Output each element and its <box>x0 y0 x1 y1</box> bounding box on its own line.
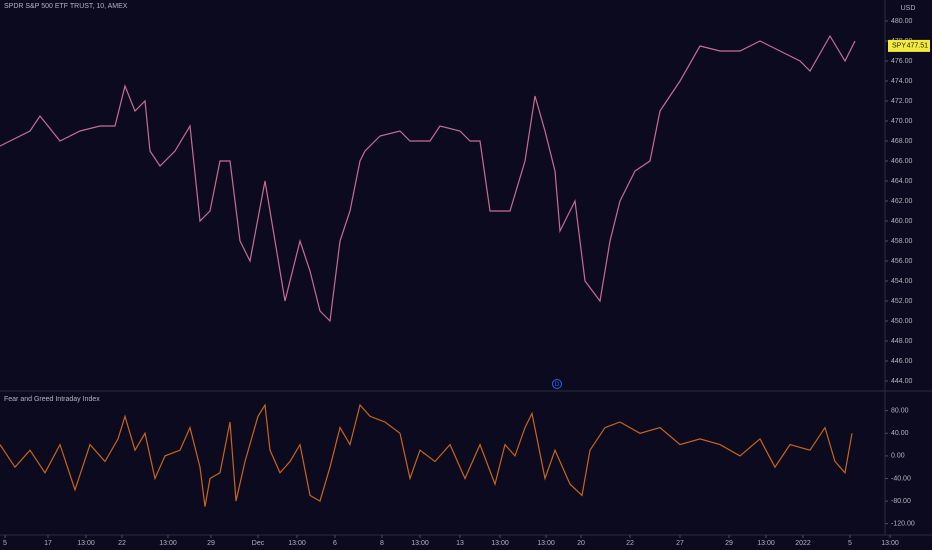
x-tick-label: 2022 <box>795 540 811 547</box>
x-tick-label: 13:00 <box>288 540 306 547</box>
y-tick-label: 0.00 <box>891 453 905 460</box>
y-tick-label: 462.00 <box>891 198 913 205</box>
y-tick-label: 452.00 <box>891 298 913 305</box>
y-tick-label: 460.00 <box>891 218 913 225</box>
y-tick-label: 464.00 <box>891 178 913 185</box>
x-tick-label: 13 <box>456 540 464 547</box>
y-tick-label: 470.00 <box>891 118 913 125</box>
x-tick-label: 20 <box>577 540 585 547</box>
event-marker: D <box>555 382 560 388</box>
x-tick-label: 13:00 <box>881 540 899 547</box>
last-price-label: 477.51 <box>907 43 929 50</box>
series-line <box>0 34 856 323</box>
x-tick-label: 13:00 <box>159 540 177 547</box>
y-tick-label: 476.00 <box>891 58 913 65</box>
x-tick-label: Dec <box>252 540 265 547</box>
y-tick-label: -120.00 <box>891 521 915 528</box>
x-tick-label: 22 <box>626 540 634 547</box>
y-tick-label: 458.00 <box>891 238 913 245</box>
y-tick-label: 40.00 <box>891 430 909 437</box>
x-tick-label: 13:00 <box>757 540 775 547</box>
last-price-badge <box>888 39 930 52</box>
x-tick-label: 13:00 <box>77 540 95 547</box>
x-tick-label: 5 <box>3 540 7 547</box>
y-tick-label: -40.00 <box>891 475 911 482</box>
y-tick-label: 454.00 <box>891 278 913 285</box>
x-tick-label: 5 <box>848 540 852 547</box>
y-tick-label: -80.00 <box>891 498 911 505</box>
x-tick-label: 22 <box>118 540 126 547</box>
y-tick-label: 444.00 <box>891 378 913 385</box>
y-tick-label: 450.00 <box>891 318 913 325</box>
y-tick-label: 446.00 <box>891 358 913 365</box>
y-tick-label: 480.00 <box>891 18 913 25</box>
y-tick-label: 448.00 <box>891 338 913 345</box>
x-tick-label: 6 <box>333 540 337 547</box>
series-line <box>0 403 853 507</box>
x-tick-label: 17 <box>44 540 52 547</box>
event-marker-circle <box>552 379 562 389</box>
x-tick-label: 8 <box>380 540 384 547</box>
chart-title: SPDR S&P 500 ETF TRUST, 10, AMEX <box>4 3 128 10</box>
y-tick-label: 466.00 <box>891 158 913 165</box>
y-tick-label: 468.00 <box>891 138 913 145</box>
y-tick-label: 456.00 <box>891 258 913 265</box>
currency-label: USD <box>901 5 916 12</box>
x-tick-label: 29 <box>207 540 215 547</box>
symbol-label: SPY <box>892 43 906 50</box>
x-tick-label: 13:00 <box>411 540 429 547</box>
y-tick-label: 80.00 <box>891 407 909 414</box>
y-tick-label: 474.00 <box>891 78 913 85</box>
x-tick-label: 13:00 <box>491 540 509 547</box>
x-tick-label: 27 <box>676 540 684 547</box>
x-tick-label: 29 <box>725 540 733 547</box>
indicator-title: Fear and Greed Intraday Index <box>4 396 100 403</box>
x-tick-label: 13:00 <box>537 540 555 547</box>
y-tick-label: 472.00 <box>891 98 913 105</box>
